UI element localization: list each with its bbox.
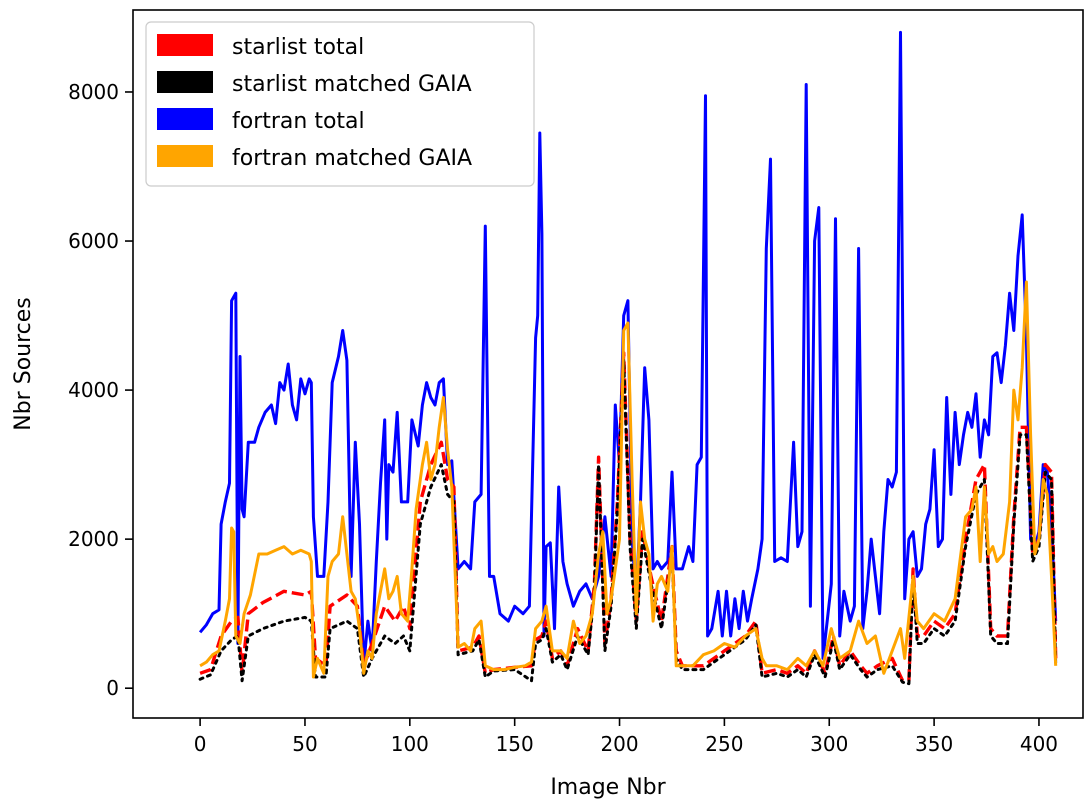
series-layer: [198, 30, 1058, 686]
legend-swatch: [157, 71, 213, 93]
x-tick-label: 300: [810, 732, 848, 756]
legend-frame: [145, 21, 535, 187]
legend-label: fortran total: [232, 109, 365, 134]
legend-swatch: [157, 108, 213, 130]
legend-label: starlist total: [232, 35, 364, 60]
plot-frame: [132, 9, 1084, 719]
legend-swatch: [157, 34, 213, 56]
x-tick-label: 100: [391, 732, 429, 756]
series-line-2: [198, 358, 1058, 686]
legend-swatch: [157, 145, 213, 167]
x-tick-label: 150: [496, 732, 534, 756]
y-axis-label: Nbr Sources: [11, 297, 36, 430]
x-tick-label: 50: [292, 732, 317, 756]
y-tick-label: 8000: [68, 80, 119, 104]
y-tick-label: 6000: [68, 229, 119, 253]
x-tick-label: 250: [705, 732, 743, 756]
y-tick-label: 2000: [68, 527, 119, 551]
x-tick-label: 400: [1020, 732, 1058, 756]
legend: starlist total starlist matched GAIA fortr…: [145, 21, 535, 187]
y-tick-label: 0: [106, 676, 119, 700]
legend-label: starlist matched GAIA: [232, 72, 472, 97]
x-axis: 0 50 100 150 200 250 300 350 400: [194, 718, 1058, 756]
series-line-4: [199, 280, 1058, 679]
x-tick-label: 200: [600, 732, 638, 756]
x-axis-label: Image Nbr: [550, 775, 666, 800]
x-tick-label: 350: [915, 732, 953, 756]
legend-label: fortran matched GAIA: [232, 146, 472, 171]
x-tick-label: 0: [194, 732, 207, 756]
y-tick-label: 4000: [68, 378, 119, 402]
y-axis: 0 2000 4000 6000 8000: [68, 80, 133, 700]
